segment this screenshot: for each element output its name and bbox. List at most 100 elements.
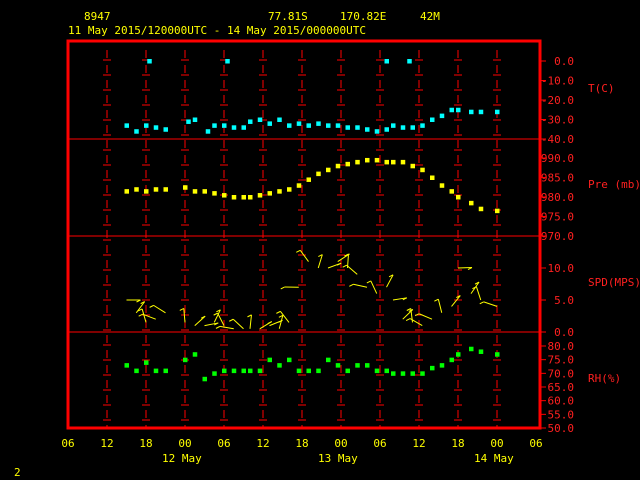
wind-arrow-head (136, 299, 141, 303)
wind-arrow (370, 280, 378, 294)
x-tick-label: 00 (334, 437, 347, 450)
wind-arrow (451, 295, 461, 307)
plot-frame (66, 39, 542, 430)
temperature-point (225, 59, 230, 64)
relative_humidity-point (144, 360, 149, 365)
temperature-point (345, 125, 350, 130)
wind-arrow-head (366, 280, 372, 284)
pressure-point (345, 161, 350, 167)
wind-arrow-head (149, 304, 154, 308)
temperature-point (365, 127, 370, 132)
wind-arrow (437, 299, 443, 313)
wind-arrow (409, 318, 423, 327)
pressure-point (335, 163, 341, 169)
relative_humidity-point (449, 357, 454, 363)
wind-arrow-head (474, 281, 480, 285)
relative_humidity-point (365, 363, 370, 368)
temperature-point (287, 123, 292, 128)
relative_humidity-point (430, 365, 435, 371)
y-tick-label: 50.0 (548, 422, 575, 435)
wind-arrow-head (405, 318, 411, 322)
temperature-point (147, 59, 152, 64)
x-tick-label: 06 (217, 437, 230, 450)
wind-arrow-head (137, 308, 143, 312)
wind-arrow (418, 313, 433, 320)
wind-arrow (299, 249, 309, 262)
temperature-point (192, 117, 198, 122)
relative_humidity-point (326, 357, 331, 363)
y-tick-label: 980.0 (541, 191, 574, 204)
pressure-point (163, 187, 168, 192)
pressure-point (192, 189, 198, 194)
wind-arrow (392, 297, 407, 301)
wind-arrow-head (267, 321, 272, 325)
wind-arrow-head (247, 314, 252, 318)
pressure-point (495, 208, 500, 214)
temperature-point (144, 123, 149, 128)
pressure-point (144, 189, 149, 194)
temperature-point (430, 117, 435, 122)
wind-arrow-head (456, 295, 461, 298)
relative_humidity-point (183, 357, 188, 363)
pressure-point (439, 183, 445, 188)
pressure-point (267, 191, 272, 196)
wind-arrow-head (349, 283, 354, 287)
relative_humidity-point (345, 368, 350, 374)
x-tick-label: 06 (529, 437, 542, 450)
pressure-point (277, 189, 282, 194)
relative_humidity-point (355, 363, 360, 368)
temperature-point (400, 125, 406, 130)
wind-arrow-head (216, 309, 221, 313)
wind-arrow-head (140, 301, 145, 305)
relative_humidity-point (469, 346, 474, 352)
temperature-point (449, 107, 454, 113)
pressure-point (449, 189, 454, 194)
wind-arrow (346, 264, 358, 275)
axis-labels-layer: 06 12 18 00 06 12 18 00 06 12 18 00 06 0.0 -10.0 -20.0 -… (61, 55, 640, 450)
wind-arrow-head (214, 322, 219, 326)
temperature-point (469, 109, 474, 115)
temperature-point (248, 119, 253, 124)
wind-arrow-head (278, 314, 284, 318)
station-elevation: 42M (420, 10, 440, 23)
station-lon: 170.82E (340, 10, 386, 23)
relative_humidity-point (124, 363, 129, 368)
pressure-point (134, 187, 139, 192)
wind-arrow (475, 286, 482, 301)
relative_humidity-point (306, 368, 311, 374)
temperature-point (205, 129, 211, 134)
y-tick-label: 0.0 (554, 326, 574, 339)
wind-arrow-head (200, 315, 206, 319)
temperature-point (306, 123, 311, 128)
y-tick-label: 0.0 (554, 55, 574, 68)
wind-arrow (483, 301, 498, 307)
relative_humidity-point (335, 363, 341, 368)
relative_humidity-point (257, 368, 263, 374)
temperature-point (335, 123, 341, 128)
wind-arrow (183, 308, 186, 323)
date-label-13may: 13 May (318, 452, 358, 465)
wind-arrow (217, 312, 225, 326)
wind-arrow-head (406, 308, 412, 311)
temperature-point (267, 121, 272, 126)
y-tick-label: 80.0 (548, 340, 575, 353)
temperature-point (456, 107, 461, 113)
relative_humidity-point (231, 368, 237, 374)
temperature-point (326, 123, 331, 128)
temperature-point (407, 59, 412, 64)
x-tick-label: 18 (139, 437, 152, 450)
temperature-point (153, 125, 159, 130)
relative_humidity-point (212, 371, 217, 376)
temperature-point (374, 129, 380, 134)
y-tick-label: -20.0 (541, 94, 574, 107)
x-tick-label: 12 (100, 437, 113, 450)
pressure-point (153, 187, 159, 192)
temperature-point (212, 123, 217, 128)
x-tick-label: 12 (256, 437, 269, 450)
data-layer (124, 59, 500, 382)
wind-arrow (353, 283, 368, 288)
y-tick-label: 985.0 (541, 172, 574, 185)
wind-arrow (386, 274, 394, 288)
relative_humidity-point (400, 371, 406, 376)
